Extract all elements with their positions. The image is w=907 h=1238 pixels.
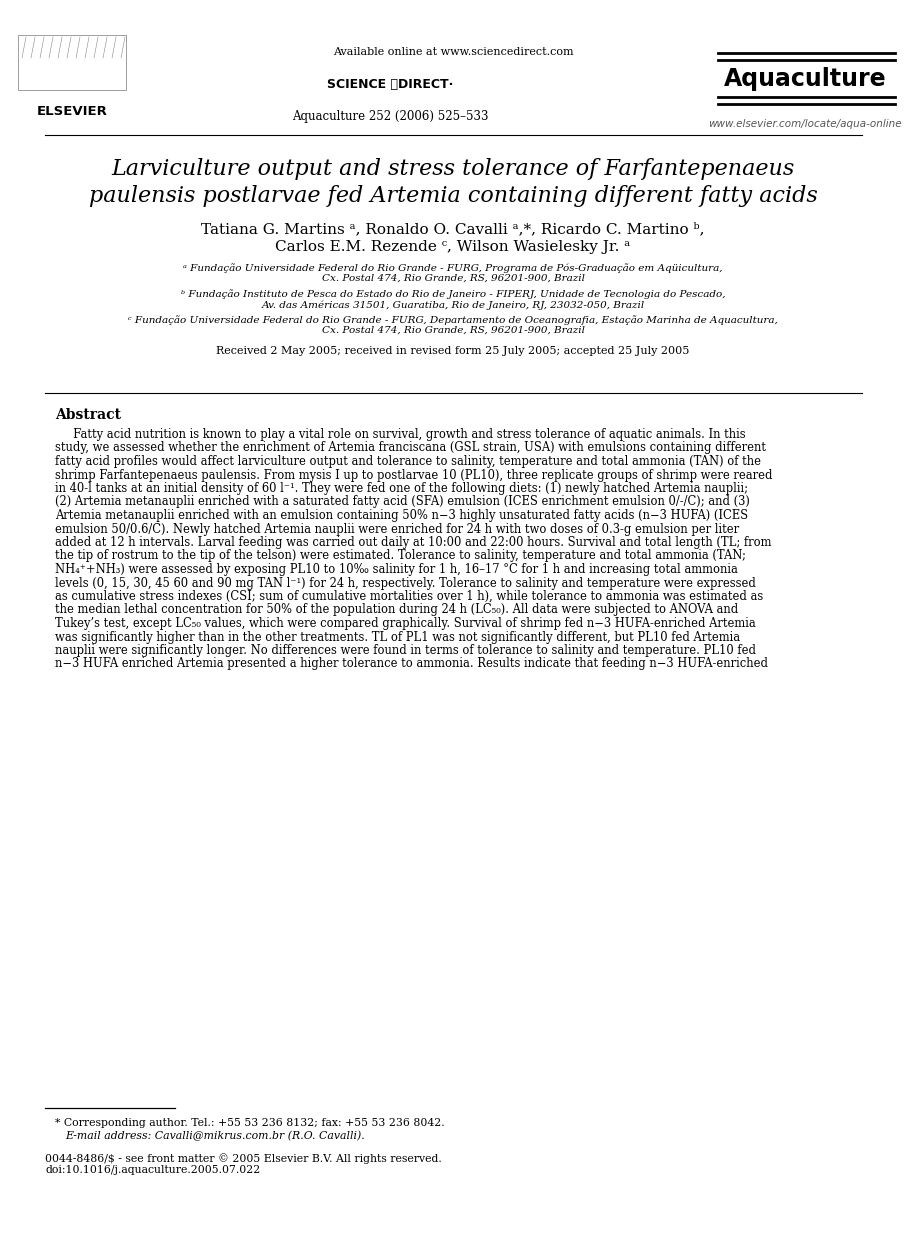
- Text: ᶜ Fundação Universidade Federal do Rio Grande - FURG, Departamento de Oceanograf: ᶜ Fundação Universidade Federal do Rio G…: [128, 314, 778, 324]
- Text: shrimp Farfantepenaeus paulensis. From mysis I up to postlarvae 10 (PL10), three: shrimp Farfantepenaeus paulensis. From m…: [55, 468, 773, 482]
- Text: levels (0, 15, 30, 45 60 and 90 mg TAN l⁻¹) for 24 h, respectively. Tolerance to: levels (0, 15, 30, 45 60 and 90 mg TAN l…: [55, 577, 756, 589]
- Text: the median lethal concentration for 50% of the population during 24 h (LC₅₀). Al: the median lethal concentration for 50% …: [55, 603, 738, 617]
- Text: ᵃ Fundação Universidade Federal do Rio Grande - FURG, Programa de Pós-Graduação : ᵃ Fundação Universidade Federal do Rio G…: [183, 262, 723, 272]
- Text: paulensis postlarvae fed Artemia containing different fatty acids: paulensis postlarvae fed Artemia contain…: [89, 184, 817, 207]
- Text: Cx. Postal 474, Rio Grande, RS, 96201-900, Brazil: Cx. Postal 474, Rio Grande, RS, 96201-90…: [321, 326, 584, 335]
- Text: nauplii were significantly longer. No differences were found in terms of toleran: nauplii were significantly longer. No di…: [55, 644, 756, 657]
- Text: * Corresponding author. Tel.: +55 53 236 8132; fax: +55 53 236 8042.: * Corresponding author. Tel.: +55 53 236…: [55, 1118, 444, 1128]
- Text: www.elsevier.com/locate/aqua-online: www.elsevier.com/locate/aqua-online: [708, 119, 902, 129]
- Text: Abstract: Abstract: [55, 409, 121, 422]
- Text: Av. das Américas 31501, Guaratiba, Rio de Janeiro, RJ, 23032-050, Brazil: Av. das Américas 31501, Guaratiba, Rio d…: [261, 300, 645, 310]
- Text: Artemia metanauplii enriched with an emulsion containing 50% n−3 highly unsatura: Artemia metanauplii enriched with an emu…: [55, 509, 748, 522]
- Text: Aquaculture 252 (2006) 525–533: Aquaculture 252 (2006) 525–533: [292, 110, 488, 123]
- Text: in 40-l tanks at an initial density of 60 l⁻¹. They were fed one of the followin: in 40-l tanks at an initial density of 6…: [55, 482, 748, 495]
- Text: Fatty acid nutrition is known to play a vital role on survival, growth and stres: Fatty acid nutrition is known to play a …: [55, 428, 746, 441]
- Text: added at 12 h intervals. Larval feeding was carried out daily at 10:00 and 22:00: added at 12 h intervals. Larval feeding …: [55, 536, 772, 548]
- Text: Available online at www.sciencedirect.com: Available online at www.sciencedirect.co…: [333, 47, 573, 57]
- Text: ᵇ Fundação Instituto de Pesca do Estado do Rio de Janeiro - FIPERJ, Unidade de T: ᵇ Fundação Instituto de Pesca do Estado …: [180, 288, 726, 298]
- Text: NH₄⁺+NH₃) were assessed by exposing PL10 to 10‰ salinity for 1 h, 16–17 °C for 1: NH₄⁺+NH₃) were assessed by exposing PL10…: [55, 563, 738, 576]
- Text: fatty acid profiles would affect larviculture output and tolerance to salinity, : fatty acid profiles would affect larvicu…: [55, 456, 761, 468]
- Text: was significantly higher than in the other treatments. TL of PL1 was not signifi: was significantly higher than in the oth…: [55, 630, 740, 644]
- Text: Aquaculture: Aquaculture: [724, 67, 886, 92]
- Text: study, we assessed whether the enrichment of Artemia franciscana (GSL strain, US: study, we assessed whether the enrichmen…: [55, 442, 766, 454]
- Text: n−3 HUFA enriched Artemia presented a higher tolerance to ammonia. Results indic: n−3 HUFA enriched Artemia presented a hi…: [55, 657, 768, 671]
- Text: Larviculture output and stress tolerance of Farfantepenaeus: Larviculture output and stress tolerance…: [112, 158, 795, 180]
- Bar: [18, 35, 126, 90]
- Text: the tip of rostrum to the tip of the telson) were estimated. Tolerance to salini: the tip of rostrum to the tip of the tel…: [55, 550, 746, 562]
- Text: Cx. Postal 474, Rio Grande, RS, 96201-900, Brazil: Cx. Postal 474, Rio Grande, RS, 96201-90…: [321, 274, 584, 284]
- Text: Carlos E.M. Rezende ᶜ, Wilson Wasielesky Jr. ᵃ: Carlos E.M. Rezende ᶜ, Wilson Wasielesky…: [276, 240, 630, 254]
- Text: (2) Artemia metanauplii enriched with a saturated fatty acid (SFA) emulsion (ICE: (2) Artemia metanauplii enriched with a …: [55, 495, 750, 509]
- Text: Tukey’s test, except LC₅₀ values, which were compared graphically. Survival of s: Tukey’s test, except LC₅₀ values, which …: [55, 617, 756, 630]
- Text: E-mail address: Cavalli@mikrus.com.br (R.O. Cavalli).: E-mail address: Cavalli@mikrus.com.br (R…: [65, 1132, 365, 1141]
- Text: Received 2 May 2005; received in revised form 25 July 2005; accepted 25 July 200: Received 2 May 2005; received in revised…: [216, 345, 689, 357]
- Text: ELSEVIER: ELSEVIER: [36, 105, 107, 118]
- Text: doi:10.1016/j.aquaculture.2005.07.022: doi:10.1016/j.aquaculture.2005.07.022: [45, 1165, 260, 1175]
- Text: as cumulative stress indexes (CSI; sum of cumulative mortalities over 1 h), whil: as cumulative stress indexes (CSI; sum o…: [55, 591, 764, 603]
- Text: Tatiana G. Martins ᵃ, Ronaldo O. Cavalli ᵃ,*, Ricardo C. Martino ᵇ,: Tatiana G. Martins ᵃ, Ronaldo O. Cavalli…: [201, 222, 705, 236]
- Text: emulsion 50/0.6/C). Newly hatched Artemia nauplii were enriched for 24 h with tw: emulsion 50/0.6/C). Newly hatched Artemi…: [55, 522, 739, 536]
- Text: 0044-8486/$ - see front matter © 2005 Elsevier B.V. All rights reserved.: 0044-8486/$ - see front matter © 2005 El…: [45, 1153, 442, 1164]
- Text: SCIENCE ⓓDIRECT·: SCIENCE ⓓDIRECT·: [327, 78, 454, 92]
